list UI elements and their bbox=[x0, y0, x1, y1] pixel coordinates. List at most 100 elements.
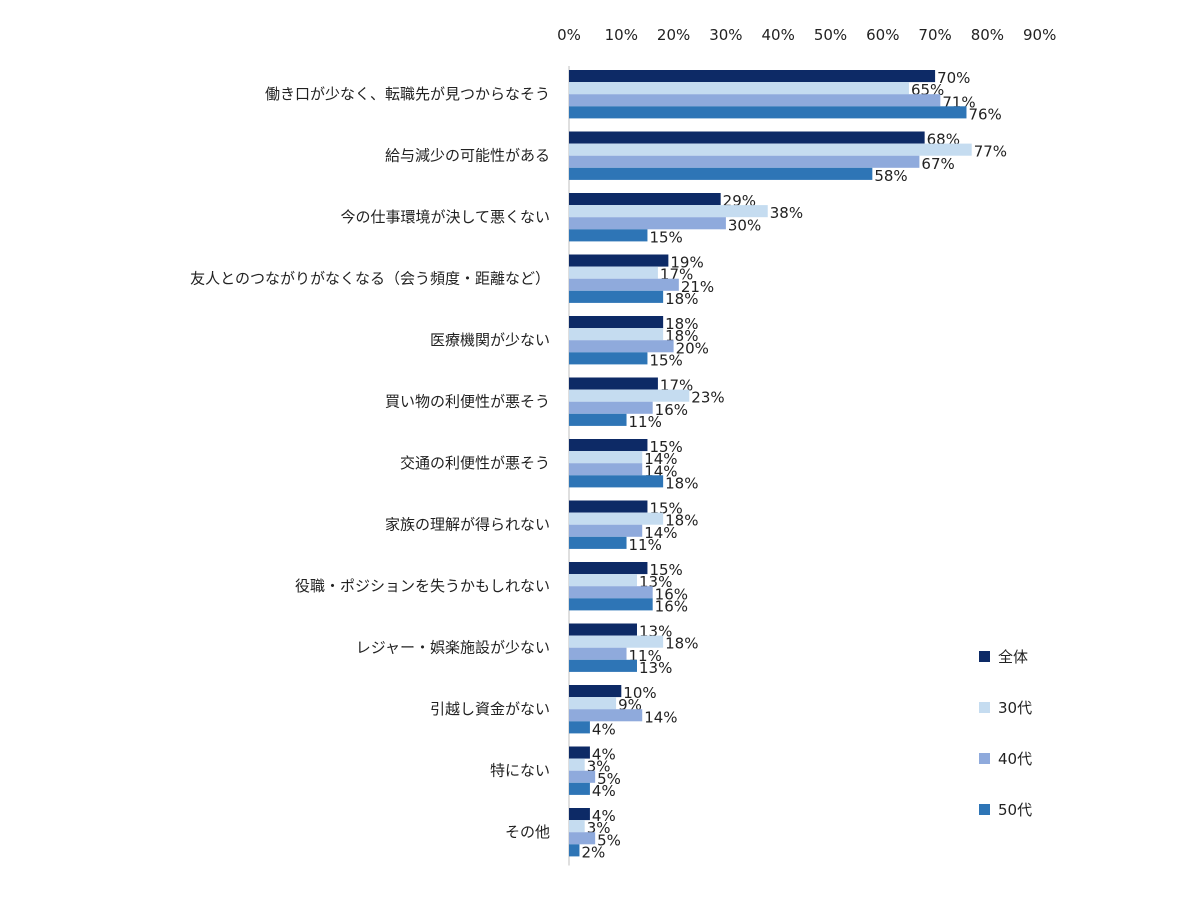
data-label: 76% bbox=[968, 105, 1001, 123]
data-label: 70% bbox=[937, 69, 970, 87]
legend-label: 50代 bbox=[998, 801, 1032, 819]
data-label: 18% bbox=[665, 512, 698, 530]
bar-全体 bbox=[569, 70, 936, 83]
data-label: 18% bbox=[665, 474, 698, 492]
bar-30代 bbox=[569, 451, 643, 464]
bar-全体 bbox=[569, 746, 590, 759]
x-tick-label: 30% bbox=[709, 26, 742, 44]
data-label: 15% bbox=[649, 561, 682, 579]
data-label: 14% bbox=[644, 450, 677, 468]
x-tick-label: 90% bbox=[1023, 26, 1056, 44]
x-tick-label: 10% bbox=[605, 26, 638, 44]
data-label: 10% bbox=[623, 684, 656, 702]
category-label: 特にない bbox=[490, 762, 550, 780]
data-label: 58% bbox=[874, 167, 907, 185]
x-tick-label: 80% bbox=[971, 26, 1004, 44]
bar-40代 bbox=[569, 217, 726, 230]
data-label: 18% bbox=[665, 315, 698, 333]
category-label: レジャー・娯楽施設が少ない bbox=[356, 639, 550, 657]
bar-40代 bbox=[569, 401, 653, 414]
category-label: 医療機関が少ない bbox=[430, 331, 550, 349]
bar-40代 bbox=[569, 524, 643, 537]
data-label: 4% bbox=[592, 807, 616, 825]
bar-50代 bbox=[569, 413, 627, 426]
category-label: 役職・ポジションを失うかもしれない bbox=[295, 577, 550, 595]
bar-40代 bbox=[569, 586, 653, 599]
bar-40代 bbox=[569, 278, 679, 291]
legend-swatch-30代 bbox=[979, 702, 990, 713]
data-label: 4% bbox=[592, 746, 616, 764]
data-label: 67% bbox=[921, 155, 954, 173]
data-label: 23% bbox=[691, 389, 724, 407]
bar-全体 bbox=[569, 316, 664, 329]
bar-30代 bbox=[569, 205, 768, 218]
bar-40代 bbox=[569, 340, 674, 353]
bar-50代 bbox=[569, 844, 580, 857]
bar-30代 bbox=[569, 143, 972, 156]
bar-50代 bbox=[569, 352, 648, 365]
data-label: 15% bbox=[649, 438, 682, 456]
data-label: 14% bbox=[644, 524, 677, 542]
bar-30代 bbox=[569, 266, 658, 279]
bar-全体 bbox=[569, 623, 637, 636]
bar-50代 bbox=[569, 167, 873, 180]
bar-30代 bbox=[569, 758, 585, 771]
bar-30代 bbox=[569, 697, 617, 710]
bar-50代 bbox=[569, 475, 664, 488]
x-tick-label: 60% bbox=[866, 26, 899, 44]
bar-30代 bbox=[569, 574, 637, 587]
bar-全体 bbox=[569, 377, 658, 390]
legend-label: 全体 bbox=[998, 648, 1028, 666]
data-label: 21% bbox=[681, 278, 714, 296]
data-label: 18% bbox=[665, 635, 698, 653]
x-tick-label: 20% bbox=[657, 26, 690, 44]
legend-label: 40代 bbox=[998, 750, 1032, 768]
x-tick-label: 0% bbox=[557, 26, 581, 44]
data-label: 16% bbox=[655, 597, 688, 615]
category-label: 給与減少の可能性がある bbox=[385, 147, 550, 165]
bar-30代 bbox=[569, 389, 690, 402]
bar-全体 bbox=[569, 562, 648, 575]
bar-30代 bbox=[569, 82, 909, 95]
bar-50代 bbox=[569, 290, 664, 303]
bar-全体 bbox=[569, 808, 590, 821]
bar-40代 bbox=[569, 647, 627, 660]
data-label: 38% bbox=[770, 204, 803, 222]
bar-全体 bbox=[569, 193, 721, 206]
data-label: 2% bbox=[581, 843, 605, 861]
data-label: 13% bbox=[639, 659, 672, 677]
bar-50代 bbox=[569, 782, 590, 795]
data-label: 5% bbox=[597, 831, 621, 849]
bar-50代 bbox=[569, 106, 967, 119]
bar-50代 bbox=[569, 229, 648, 242]
bar-50代 bbox=[569, 721, 590, 734]
data-label: 11% bbox=[629, 536, 662, 554]
category-label: 引越し資金がない bbox=[430, 700, 550, 718]
bar-50代 bbox=[569, 598, 653, 611]
x-tick-label: 70% bbox=[918, 26, 951, 44]
bar-30代 bbox=[569, 820, 585, 833]
legend-swatch-全体 bbox=[979, 651, 990, 662]
data-label: 4% bbox=[592, 720, 616, 738]
bar-50代 bbox=[569, 659, 637, 672]
x-tick-label: 40% bbox=[762, 26, 795, 44]
legend-label: 30代 bbox=[998, 699, 1032, 717]
data-label: 16% bbox=[655, 585, 688, 603]
category-label: 今の仕事環境が決して悪くない bbox=[340, 208, 550, 226]
bar-40代 bbox=[569, 770, 596, 783]
bar-40代 bbox=[569, 94, 941, 107]
data-label: 15% bbox=[649, 228, 682, 246]
bar-50代 bbox=[569, 536, 627, 549]
category-label: 家族の理解が得られない bbox=[385, 516, 550, 534]
bar-40代 bbox=[569, 709, 643, 722]
data-label: 5% bbox=[597, 770, 621, 788]
bar-30代 bbox=[569, 635, 664, 648]
data-label: 19% bbox=[670, 254, 703, 272]
data-label: 20% bbox=[676, 339, 709, 357]
data-label: 30% bbox=[728, 216, 761, 234]
bar-40代 bbox=[569, 155, 920, 168]
category-label: 働き口が少なく、転職先が見つからなそう bbox=[265, 85, 550, 103]
data-label: 11% bbox=[629, 413, 662, 431]
data-label: 15% bbox=[649, 351, 682, 369]
data-label: 18% bbox=[665, 290, 698, 308]
